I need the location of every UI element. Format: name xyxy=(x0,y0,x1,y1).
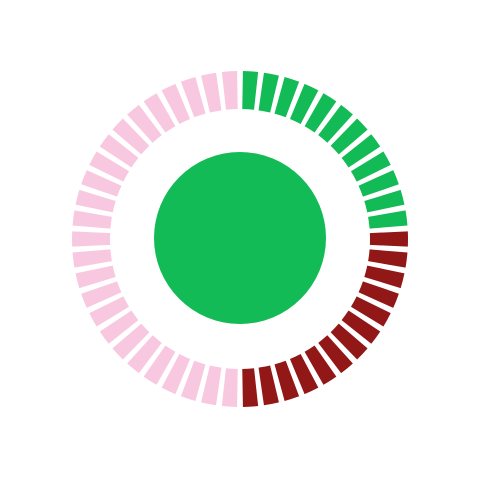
ring-segment-red xyxy=(289,354,319,395)
ring-segment-red xyxy=(274,360,300,401)
ring-segment-pink xyxy=(127,335,162,374)
ring-segment-green xyxy=(274,77,300,118)
ring-segment-pink xyxy=(221,71,238,110)
ring-segment-green xyxy=(289,83,319,124)
ring-segment-pink xyxy=(75,189,116,213)
ring-segment-green xyxy=(358,170,399,197)
ring-segment-red xyxy=(258,365,279,406)
ring-segment-pink xyxy=(89,296,130,327)
ring-segment-pink xyxy=(127,104,162,143)
ring-segment-red xyxy=(369,231,409,247)
center-circle[interactable] xyxy=(154,152,326,324)
ring-segment-red xyxy=(330,323,368,360)
ring-segment-green xyxy=(304,93,337,133)
ring-segment-pink xyxy=(143,345,176,385)
ring-segment-pink xyxy=(112,118,150,155)
ring-segment-green xyxy=(330,118,368,155)
ring-segment-pink xyxy=(89,151,130,182)
ring-segment-green xyxy=(318,104,353,143)
ring-segment-pink xyxy=(161,354,191,395)
ring-segment-red xyxy=(304,345,337,385)
ring-segment-green xyxy=(242,71,259,110)
ring-segment-red xyxy=(242,368,259,407)
ring-segment-green xyxy=(350,151,391,182)
ring-segment-pink xyxy=(72,249,112,268)
ring-segment-pink xyxy=(161,83,191,124)
ring-segment-green xyxy=(368,210,408,229)
ring-segment-pink xyxy=(143,93,176,133)
ring-segment-red xyxy=(358,281,399,308)
ring-segment-red xyxy=(364,265,405,289)
ring-segment-red xyxy=(350,296,391,327)
ring-segment-pink xyxy=(99,310,139,344)
ring-segment-pink xyxy=(99,134,139,168)
ring-segment-pink xyxy=(201,72,222,113)
ring-segment-green xyxy=(341,134,381,168)
ring-segment-pink xyxy=(221,368,238,407)
ring-segment-pink xyxy=(112,323,150,360)
ring-segment-green xyxy=(258,72,279,113)
ring-segment-red xyxy=(341,310,381,344)
ring-segment-pink xyxy=(81,281,122,308)
ring-segment-pink xyxy=(71,231,111,247)
ring-segment-green xyxy=(364,189,405,213)
ring-segment-pink xyxy=(180,77,206,118)
ring-segment-red xyxy=(368,249,408,268)
ring-segment-pink xyxy=(75,265,116,289)
ring-segment-pink xyxy=(81,170,122,197)
ring-segment-pink xyxy=(72,210,112,229)
ring-segment-pink xyxy=(180,360,206,401)
segment-ring xyxy=(71,71,409,407)
ring-segment-red xyxy=(318,335,353,374)
ring-segment-pink xyxy=(201,365,222,406)
